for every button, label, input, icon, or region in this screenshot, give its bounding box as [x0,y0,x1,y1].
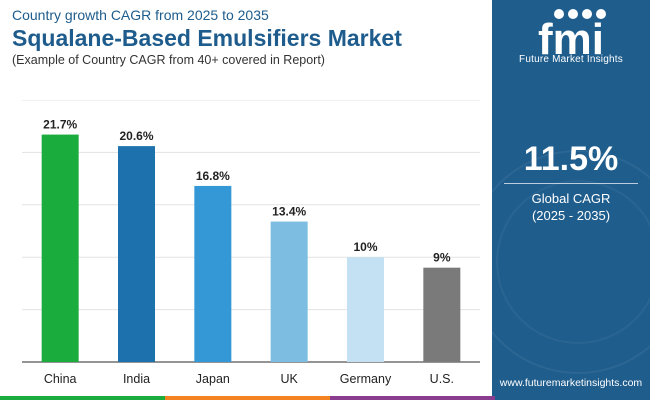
divider [504,183,638,184]
decorative-circle [496,180,650,344]
strip-segment-green [0,396,165,400]
data-label: 9% [433,251,451,265]
data-label: 20.6% [119,129,153,143]
fmi-logo-icon: fmi [538,9,606,56]
x-tick-label: China [44,372,77,386]
chart-area: 21.7% China 20.6% India 16.8% Japan 13.4% UK 10%… [0,100,492,398]
strip-segment-orange [165,396,330,400]
sidebar: fmi Future Market Insights 11.5% Global … [492,0,650,400]
header: Country growth CAGR from 2025 to 2035 Sq… [12,6,482,68]
x-tick-label: UK [280,372,298,386]
chart-supertitle: Country growth CAGR from 2025 to 2035 [12,7,269,23]
bar-u-s [423,267,461,362]
global-cagr-value: 11.5% [523,140,619,178]
strip-segment-blue [495,396,650,400]
global-cagr-period: (2025 - 2035) [531,208,611,223]
global-cagr-title: Global CAGR [531,191,611,206]
bottom-color-strip [0,396,650,400]
bar-chart: 21.7% China 20.6% India 16.8% Japan 13.4% UK 10%… [22,100,480,386]
bar-china [41,134,79,362]
data-label: 16.8% [196,169,230,183]
chart-title: Squalane-Based Emulsifiers Market [12,25,402,51]
logo-text: fmi [538,15,604,56]
x-tick-label: U.S. [430,372,454,386]
decorative-circle [492,150,650,374]
x-tick-label: India [123,372,150,386]
bar-japan [194,185,232,362]
data-label: 21.7% [43,118,77,132]
global-cagr-label: Global CAGR (2025 - 2035) [492,190,650,224]
strip-segment-purple [330,396,495,400]
data-label: 13.4% [272,205,306,219]
x-tick-label: Germany [340,372,392,386]
data-label: 10% [353,240,377,254]
logo: fmi Future Market Insights [492,6,650,65]
bar-india [118,146,155,362]
bar-germany [347,257,384,362]
bar-uk [270,221,308,362]
x-tick-label: Japan [196,372,230,386]
chart-subtitle: (Example of Country CAGR from 40+ covere… [12,53,325,67]
logo-caption: Future Market Insights [519,54,623,65]
website-link[interactable]: www.futuremarketinsights.com [499,377,643,389]
